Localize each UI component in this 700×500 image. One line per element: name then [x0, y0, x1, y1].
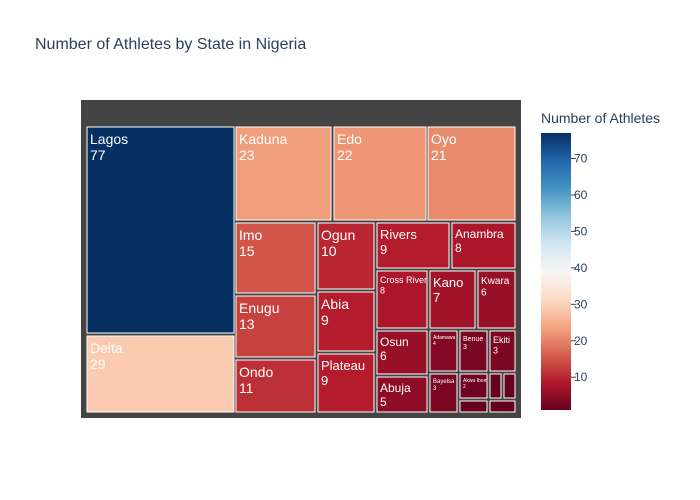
colorbar-title: Number of Athletes [541, 110, 660, 126]
tile-ondo[interactable] [235, 359, 316, 413]
tile-value-edo: 22 [337, 147, 353, 163]
tile-label-imo: Imo [239, 227, 263, 243]
tile-akwa-ibom[interactable] [459, 373, 488, 399]
tile-label-osun: Osun [380, 335, 409, 349]
tile-value-lagos: 77 [90, 147, 106, 163]
colorbar-tick-label: 20 [574, 334, 588, 348]
tile-kwara[interactable] [477, 270, 516, 329]
colorbar-tick-label: 70 [574, 152, 588, 166]
tile-rivers[interactable] [376, 222, 450, 269]
tile-value-bayelsa: 3 [433, 386, 437, 392]
tile-enugu[interactable] [235, 295, 316, 358]
tile-label-benue: Benue [463, 336, 483, 343]
colorbar-gradient [541, 133, 571, 410]
tile-osun[interactable] [376, 330, 428, 375]
treemap-tiles: Lagos77Delta29Kaduna23Edo22Oyo21Imo15Enu… [86, 126, 516, 413]
tile-value-rivers: 9 [380, 242, 387, 257]
tile-value-anambra: 8 [455, 241, 462, 255]
tile-cross-river[interactable] [376, 270, 428, 329]
tile-label-akwa-ibom: Akwa Ibom [463, 378, 488, 384]
tile-label-rivers: Rivers [380, 227, 417, 242]
tile-value-kano: 7 [433, 290, 440, 305]
tile-label-lagos: Lagos [90, 131, 128, 147]
tile-label-edo: Edo [337, 131, 362, 147]
tile-label-kaduna: Kaduna [239, 131, 287, 147]
tile-small-state-25[interactable] [459, 400, 488, 413]
tile-value-osun: 6 [380, 349, 387, 363]
tile-value-kaduna: 23 [239, 147, 255, 163]
tile-oyo[interactable] [427, 126, 516, 221]
chart-title: Number of Athletes by State in Nigeria [35, 36, 307, 53]
tile-label-delta: Delta [90, 340, 123, 356]
tile-small-state-23[interactable] [489, 373, 502, 399]
tile-value-delta: 29 [90, 356, 106, 372]
tile-value-enugu: 13 [239, 316, 255, 332]
tile-value-kwara: 6 [481, 288, 487, 299]
tile-label-oyo: Oyo [431, 131, 457, 147]
tile-edo[interactable] [333, 126, 427, 221]
tile-label-enugu: Enugu [239, 300, 279, 316]
tile-plateau[interactable] [317, 353, 375, 413]
colorbar-tick-label: 30 [574, 297, 588, 311]
tile-value-plateau: 9 [321, 373, 328, 388]
tile-value-abia: 9 [321, 312, 329, 328]
tile-label-ondo: Ondo [239, 364, 273, 380]
tile-kaduna[interactable] [235, 126, 332, 221]
tile-benue[interactable] [459, 330, 488, 372]
tile-label-plateau: Plateau [321, 358, 365, 373]
tile-value-abuja: 5 [380, 395, 387, 409]
tile-label-ogun: Ogun [321, 227, 355, 243]
tile-value-adamawa: 4 [433, 341, 436, 347]
tile-label-anambra: Anambra [455, 227, 504, 241]
tile-label-ekiti: Ekiti [493, 335, 510, 345]
colorbar: Number of Athletes 10 20 30 40 50 60 70 [541, 110, 660, 410]
tile-small-state-24[interactable] [503, 373, 516, 399]
tile-abuja[interactable] [376, 376, 428, 413]
colorbar-tick-label: 10 [574, 370, 588, 384]
tile-adamawa[interactable] [429, 330, 458, 372]
tile-label-kwara: Kwara [481, 276, 510, 287]
tile-lagos[interactable] [86, 126, 235, 334]
tile-value-oyo: 21 [431, 147, 447, 163]
tile-label-bayelsa: Bayelsa [433, 379, 455, 385]
tile-kano[interactable] [429, 270, 476, 329]
tile-value-ekiti: 3 [493, 345, 498, 355]
tile-small-state-26[interactable] [489, 400, 516, 413]
tile-ekiti[interactable] [489, 330, 516, 372]
tile-value-ondo: 11 [239, 380, 254, 396]
tile-label-kano: Kano [433, 275, 463, 290]
tile-imo[interactable] [235, 222, 316, 294]
tile-label-abuja: Abuja [380, 381, 411, 395]
tile-bayelsa[interactable] [429, 373, 458, 413]
tile-abia[interactable] [317, 291, 375, 352]
colorbar-tick-label: 60 [574, 188, 588, 202]
tile-value-benue: 3 [463, 344, 467, 351]
tile-value-akwa-ibom: 2 [463, 384, 466, 390]
tile-anambra[interactable] [451, 222, 516, 269]
tile-value-cross-river: 8 [380, 285, 385, 295]
tile-delta[interactable] [86, 335, 235, 413]
tile-label-abia: Abia [321, 296, 349, 312]
tile-label-cross-river: Cross River [380, 275, 427, 285]
colorbar-tick-label: 50 [574, 224, 588, 238]
tile-value-ogun: 10 [321, 243, 337, 259]
tile-label-adamawa: Adamawa [433, 335, 455, 341]
tile-value-imo: 15 [239, 243, 255, 259]
tile-ogun[interactable] [317, 222, 375, 290]
colorbar-tick-label: 40 [574, 261, 588, 275]
